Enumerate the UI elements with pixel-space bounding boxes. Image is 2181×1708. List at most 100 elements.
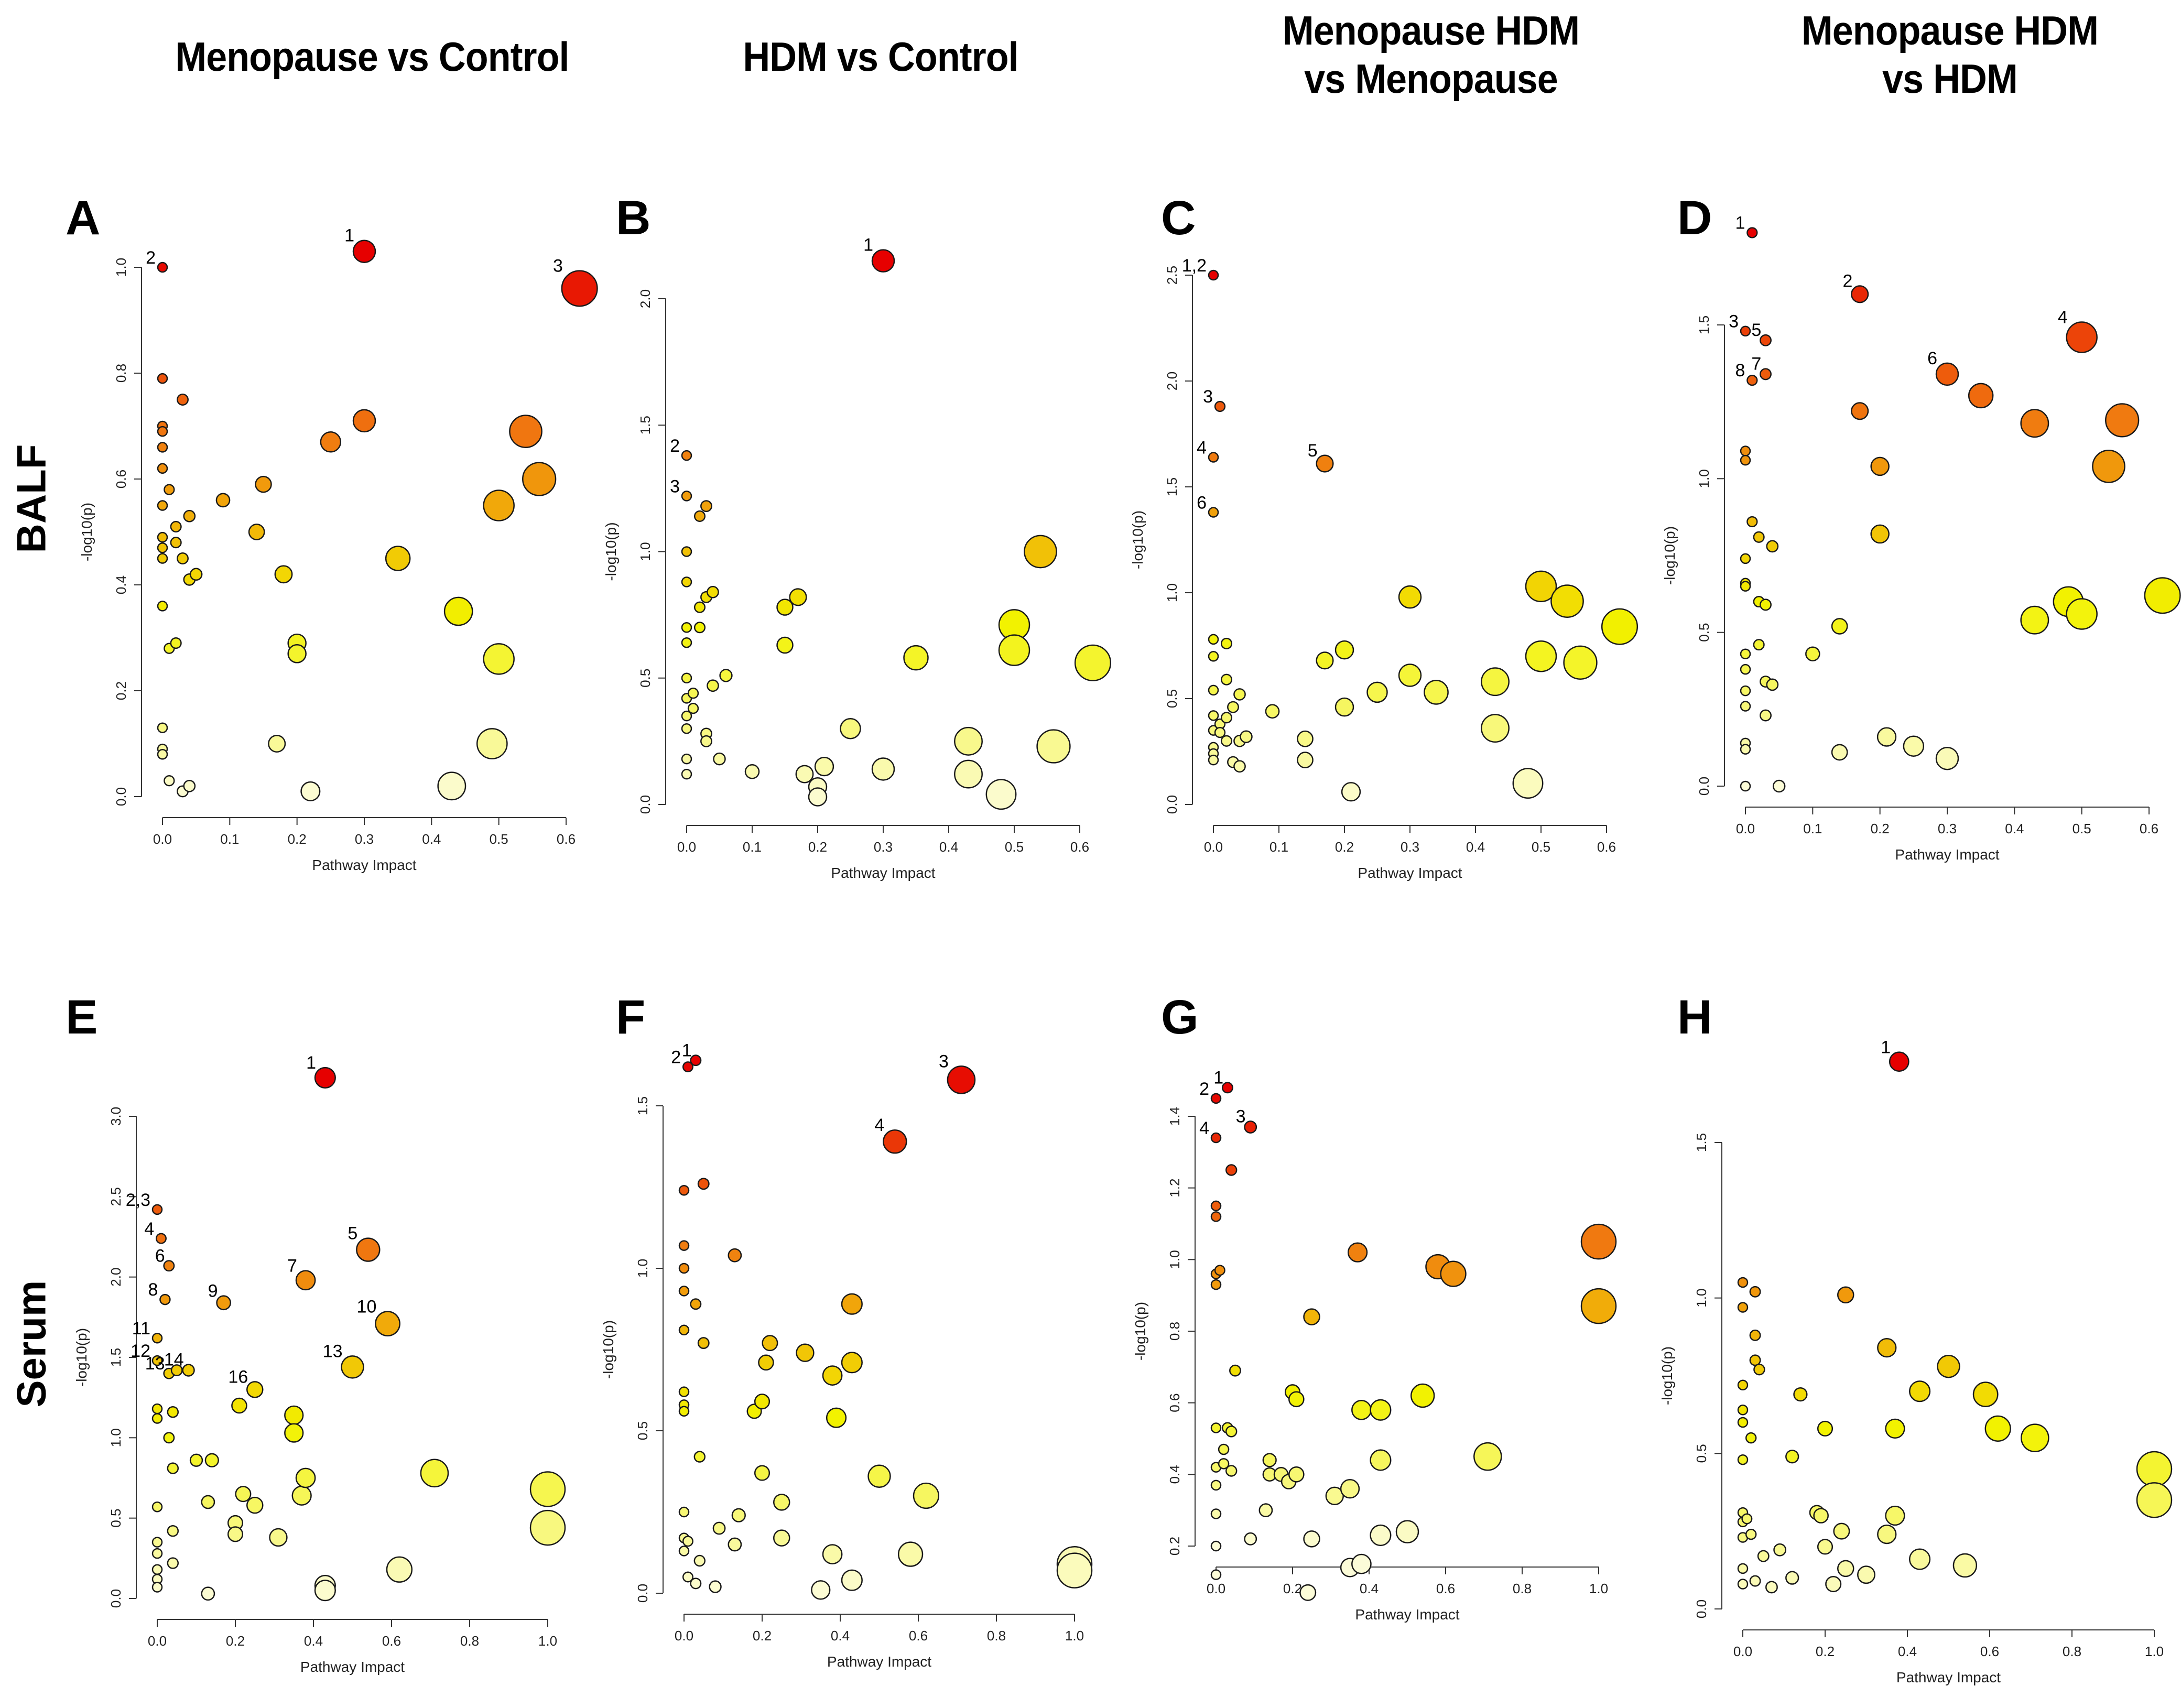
point-label-a: 2 [146, 248, 156, 268]
data-point-g [1351, 1399, 1372, 1420]
point-label-e: 13 [145, 1354, 165, 1374]
point-label-d: 7 [1751, 354, 1761, 374]
data-point-g [1262, 1467, 1277, 1482]
data-point-d [1766, 678, 1779, 691]
data-point-c [1208, 507, 1219, 518]
data-point-h [1745, 1528, 1757, 1540]
data-point-g [1210, 1422, 1222, 1433]
data-point-b [713, 752, 726, 766]
point-label-d: 1 [1735, 213, 1745, 233]
data-point-h [1889, 1051, 1909, 1072]
y-tick-label-a: 1.0 [113, 258, 129, 277]
data-point-g [1210, 1211, 1222, 1222]
data-point-d [1746, 227, 1758, 238]
x-tick-label-d: 0.1 [1803, 821, 1822, 836]
data-point-e [151, 1501, 163, 1513]
data-point-h [1984, 1415, 2011, 1442]
data-point-h [1817, 1539, 1833, 1555]
data-point-a [164, 775, 175, 787]
data-point-f [1056, 1546, 1093, 1582]
data-point-h [1877, 1337, 1897, 1358]
y-tick-label-e: 0.0 [108, 1589, 124, 1608]
y-tick-label-f: 1.0 [635, 1259, 650, 1278]
data-point-f [712, 1521, 726, 1535]
data-point-c [1398, 585, 1422, 609]
data-point-d [1760, 709, 1772, 722]
data-point-e [167, 1462, 179, 1474]
data-point-f [678, 1406, 690, 1417]
data-point-h [1765, 1581, 1778, 1594]
data-point-h [2136, 1482, 2173, 1518]
data-point-b [719, 669, 733, 682]
y-tick-label-g: 0.8 [1167, 1322, 1182, 1341]
data-point-c [1601, 608, 1639, 645]
x-tick-label-d: 0.6 [2140, 821, 2158, 836]
x-tick-label-e: 0.2 [226, 1633, 245, 1649]
x-tick-label-e: 0.4 [304, 1633, 323, 1649]
data-point-e [291, 1485, 312, 1506]
data-point-g [1340, 1558, 1360, 1578]
data-point-a [509, 415, 542, 448]
data-point-g [1347, 1242, 1368, 1263]
data-point-g [1370, 1524, 1392, 1547]
data-point-d [1851, 402, 1869, 420]
point-label-c: 3 [1203, 387, 1213, 407]
data-point-b [744, 764, 760, 779]
x-tick-label-h: 0.0 [1733, 1644, 1752, 1659]
x-tick-label-a: 0.5 [490, 831, 508, 847]
data-point-h [1737, 1563, 1749, 1574]
data-point-e [284, 1423, 304, 1443]
data-point-e [201, 1586, 215, 1601]
data-point-e [529, 1509, 566, 1546]
point-label-f: 4 [874, 1115, 884, 1135]
data-point-g [1410, 1383, 1435, 1408]
x-tick-label-b: 0.4 [939, 839, 958, 855]
panel-letter-h: H [1677, 991, 1712, 1044]
data-point-e [295, 1270, 316, 1291]
point-label-c: 4 [1197, 438, 1207, 458]
col-header-3: Menopause HDM vs Menopause [1233, 6, 1629, 103]
y-tick-label-d: 0.5 [1696, 623, 1712, 642]
x-tick-label-e: 0.8 [460, 1633, 479, 1649]
data-point-d [2053, 586, 2084, 617]
data-point-f [773, 1494, 790, 1511]
col-header-2-line-1: HDM vs Control [743, 34, 1018, 80]
data-point-a [177, 394, 189, 406]
x-tick-label-a: 0.1 [220, 831, 239, 847]
data-point-b [998, 634, 1030, 666]
x-axis-label-e: Pathway Impact [300, 1659, 405, 1675]
data-point-e [246, 1496, 264, 1514]
x-axis-label-g: Pathway Impact [1355, 1606, 1459, 1623]
y-tick-label-f: 0.0 [635, 1584, 650, 1603]
data-point-f [796, 1343, 815, 1362]
data-point-c [1208, 710, 1219, 721]
panel-letter-f: F [616, 991, 646, 1044]
data-point-g [1229, 1364, 1241, 1377]
point-label-a: 1 [344, 226, 354, 246]
data-point-f [762, 1335, 778, 1352]
data-point-a [157, 748, 168, 760]
data-point-c [1208, 742, 1219, 753]
data-point-f [678, 1286, 690, 1297]
panel-letter-e: E [66, 991, 98, 1044]
data-point-c [1220, 637, 1233, 650]
data-point-h [1737, 1379, 1749, 1391]
data-point-f [690, 1054, 702, 1067]
point-label-e: 16 [228, 1367, 248, 1387]
col-header-1: Menopause vs Control [175, 32, 570, 81]
panel-letter-a: A [66, 191, 101, 245]
data-point-h [1737, 1507, 1749, 1518]
data-point-g [1210, 1462, 1222, 1473]
data-point-a [476, 728, 508, 759]
data-point-b [808, 777, 828, 797]
data-point-f [693, 1554, 706, 1567]
data-point-g [1281, 1474, 1297, 1489]
y-tick-label-g: 0.4 [1167, 1465, 1182, 1484]
data-point-d [1760, 334, 1772, 346]
data-point-d [2144, 577, 2181, 614]
data-point-d [1740, 553, 1751, 564]
data-point-g [1225, 1465, 1238, 1477]
data-point-h [1785, 1450, 1799, 1464]
data-point-a [170, 537, 182, 549]
